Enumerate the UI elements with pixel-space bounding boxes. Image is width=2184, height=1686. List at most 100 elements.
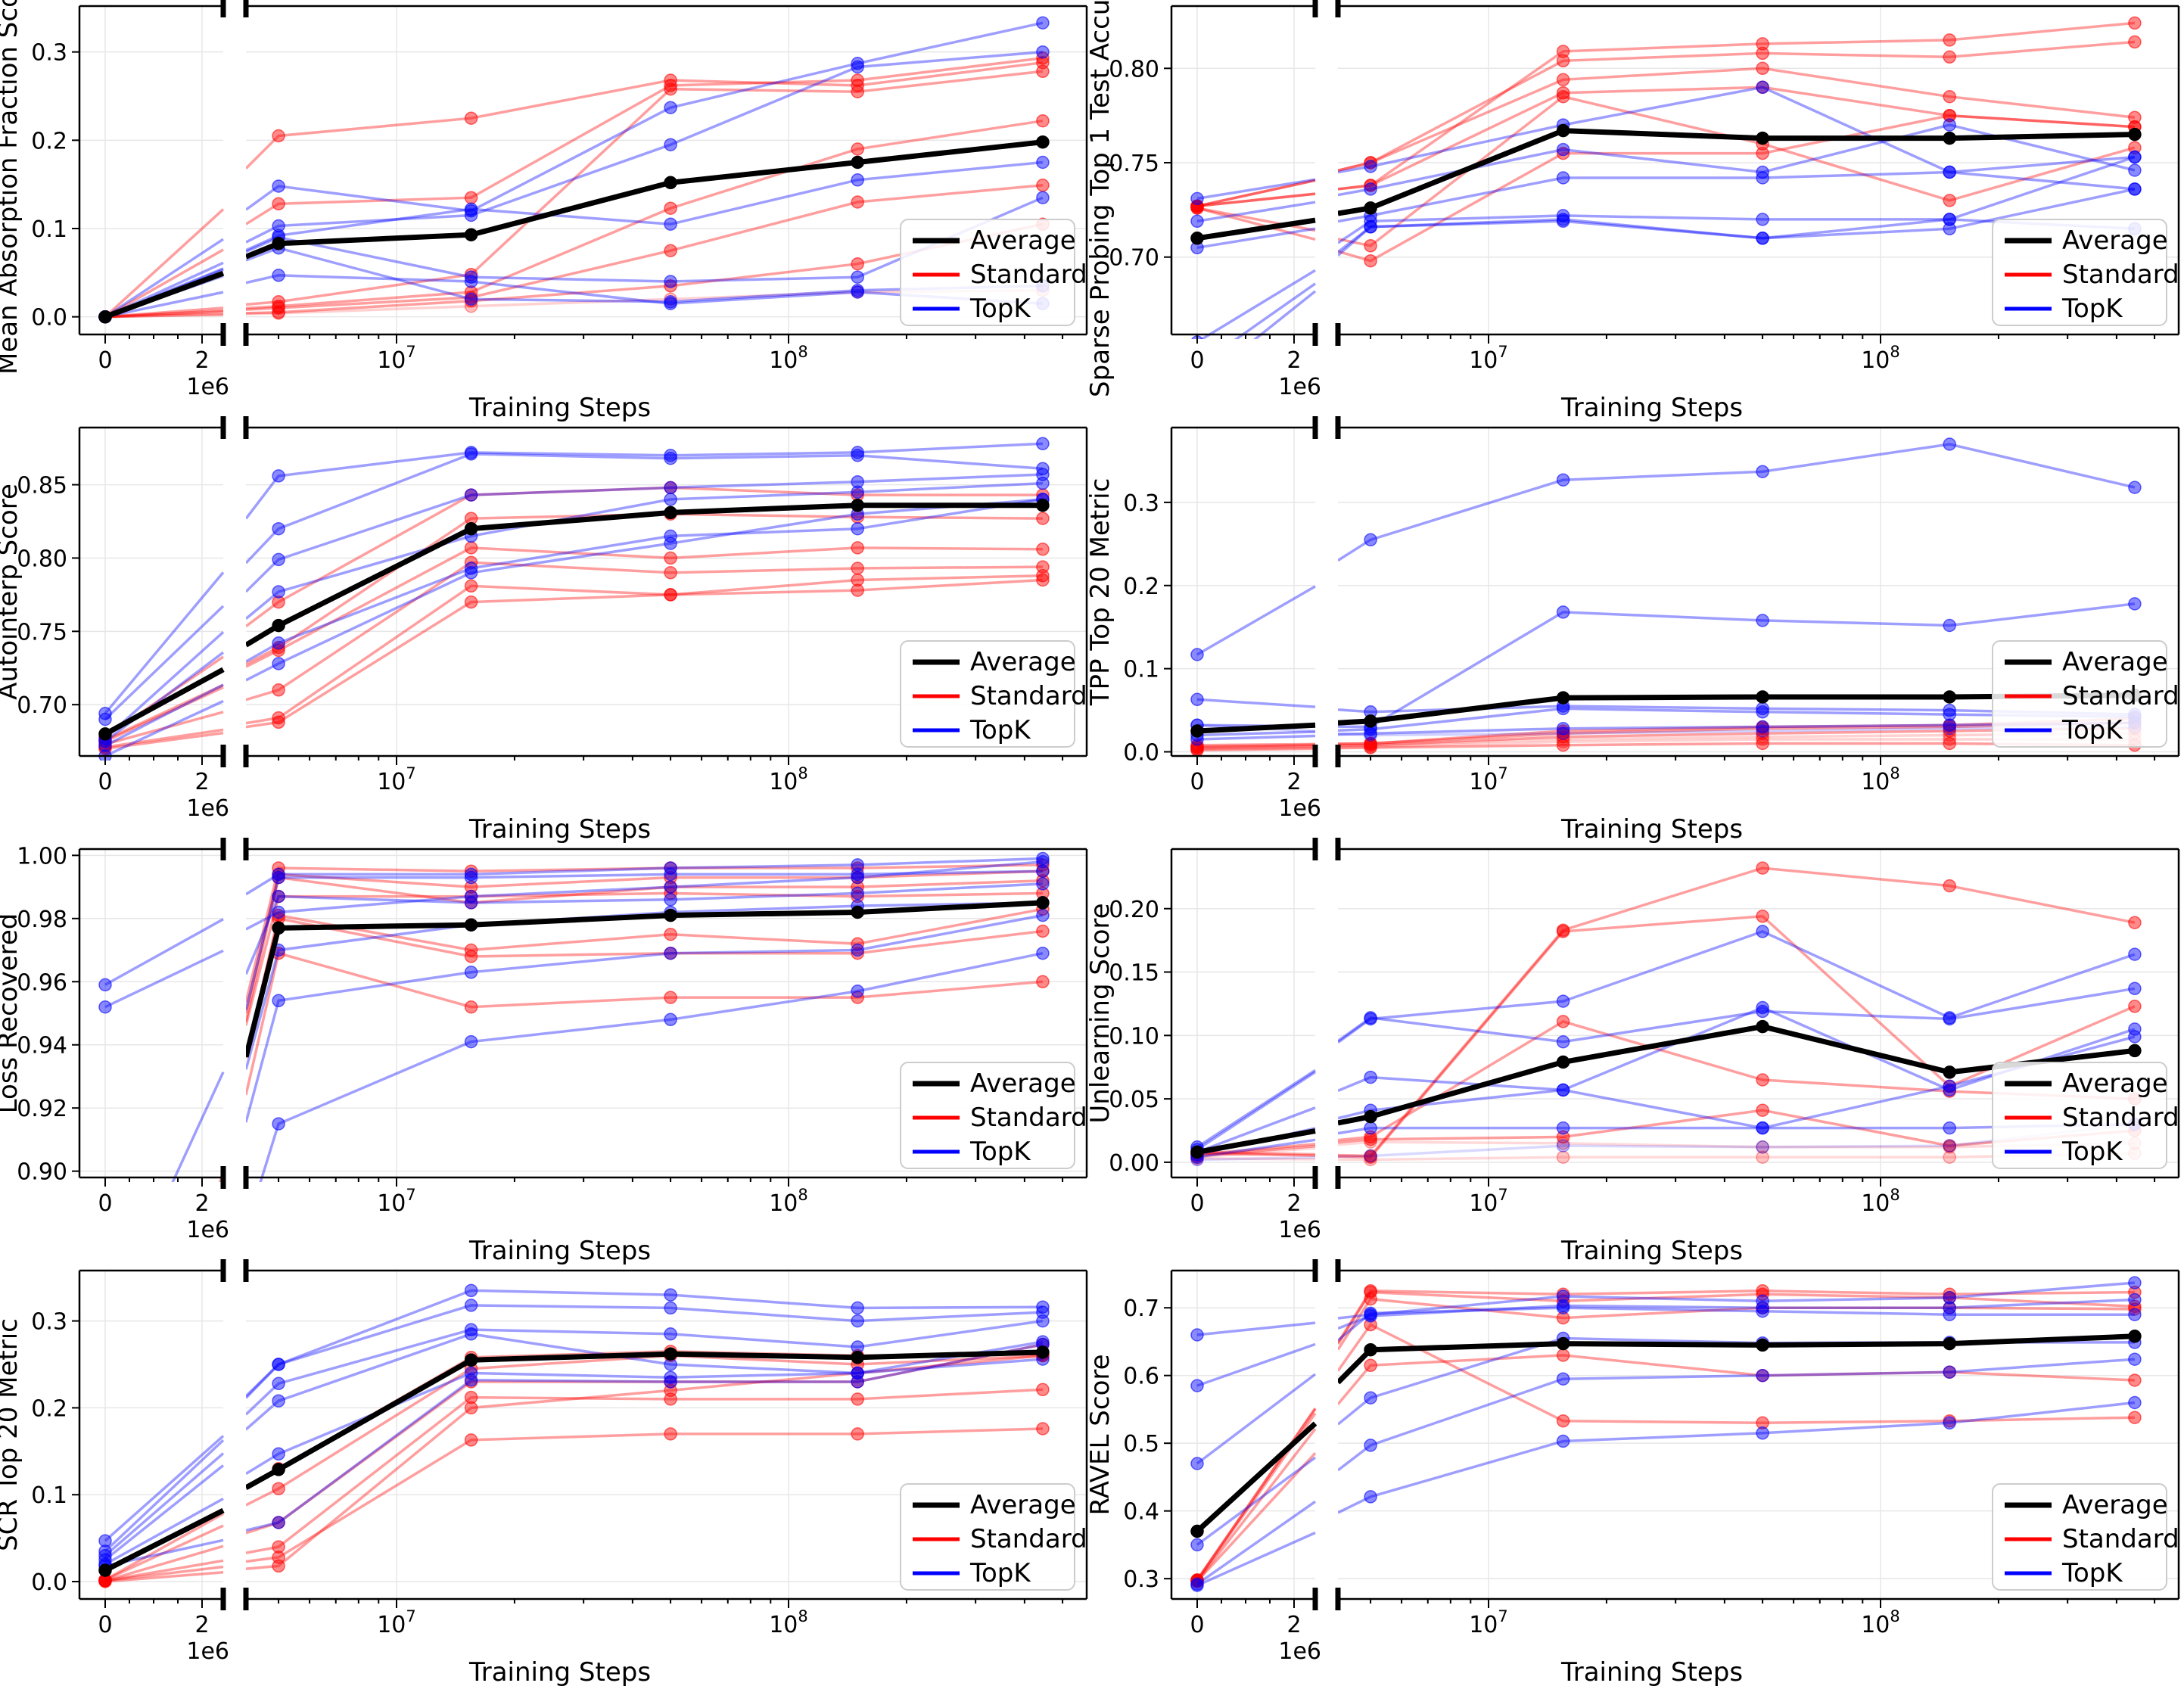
svg-text:2: 2	[1286, 347, 1301, 374]
svg-text:108: 108	[1861, 1607, 1900, 1638]
axis-ticks	[72, 51, 1064, 344]
svg-text:107: 107	[1469, 1186, 1508, 1217]
standard-series	[1190, 1284, 2142, 1588]
svg-text:0.3: 0.3	[1123, 490, 1159, 517]
svg-text:0.1: 0.1	[31, 216, 67, 243]
svg-text:107: 107	[377, 1186, 416, 1217]
svg-text:Average: Average	[970, 226, 1076, 256]
y-axis-label: TPP Top 20 Metric	[1085, 478, 1115, 707]
svg-text:Standard: Standard	[2062, 1103, 2179, 1133]
axis-break-marks	[220, 416, 249, 767]
svg-text:Average: Average	[2062, 647, 2168, 677]
svg-text:0.5: 0.5	[1123, 1431, 1159, 1457]
svg-text:107: 107	[377, 1607, 416, 1638]
x-axis-label: Training Steps	[468, 393, 651, 423]
axis-break-marks	[220, 1259, 249, 1610]
svg-text:0.70: 0.70	[17, 692, 67, 719]
svg-text:0: 0	[98, 1190, 112, 1217]
svg-text:2: 2	[194, 769, 209, 795]
svg-text:TopK: TopK	[969, 294, 1031, 324]
average-series	[1190, 1330, 2142, 1538]
axes-spines	[78, 426, 1088, 757]
svg-text:0.3: 0.3	[1123, 1566, 1159, 1593]
standard-series	[1190, 861, 2142, 1167]
svg-text:0.0: 0.0	[31, 1569, 67, 1596]
y-axis-label: RAVEL Score	[1085, 1354, 1115, 1515]
svg-text:TopK: TopK	[2061, 1137, 2123, 1167]
axis-ticks	[72, 484, 1064, 765]
axes-spines	[1170, 1269, 2180, 1600]
svg-text:0.90: 0.90	[17, 1159, 67, 1186]
legend: Average Standard TopK	[900, 1483, 1087, 1591]
chart-mean-absorption-fraction-score: 0.0 0.1 0.2 0.3 0 2 1e6 107 108 Training Steps Mea…	[0, 0, 1092, 423]
svg-text:0.0: 0.0	[1123, 740, 1159, 767]
y-axis-label: Loss Recovered	[0, 913, 23, 1114]
svg-text:108: 108	[769, 343, 808, 374]
svg-text:Average: Average	[2062, 1069, 2168, 1099]
axis-ticks	[72, 854, 1064, 1187]
y-axis-label: Sparse Probing Top 1 Test Accuracy	[1085, 0, 1115, 397]
svg-text:0.1: 0.1	[1123, 657, 1159, 683]
svg-text:0.94: 0.94	[17, 1033, 67, 1059]
svg-text:Standard: Standard	[970, 260, 1087, 290]
svg-text:0.7: 0.7	[1123, 1296, 1159, 1322]
legend: Average Standard TopK	[1992, 640, 2179, 748]
svg-text:Standard: Standard	[2062, 681, 2179, 711]
axis-break-marks	[1312, 416, 1341, 767]
svg-text:0.4: 0.4	[1123, 1499, 1159, 1526]
average-series	[246, 896, 1050, 1058]
svg-text:0.10: 0.10	[1109, 1023, 1159, 1050]
axis-offset-label: 1e6	[186, 374, 229, 400]
svg-text:0.1: 0.1	[31, 1482, 67, 1509]
y-axis-label: Autointerp Score	[0, 484, 23, 700]
svg-text:0: 0	[1190, 769, 1204, 795]
chart-autointerp-score: 0.70 0.75 0.80 0.85 0 2 1e6 107 108 Training Step…	[0, 416, 1092, 845]
x-axis-label: Training Steps	[1560, 393, 1743, 423]
svg-text:0: 0	[1190, 1190, 1204, 1217]
y-axis-label: Unlearning Score	[1085, 903, 1115, 1123]
x-axis-label: Training Steps	[468, 1236, 651, 1266]
svg-text:0.3: 0.3	[31, 1309, 67, 1336]
svg-text:0.0: 0.0	[31, 305, 67, 331]
svg-text:108: 108	[1861, 764, 1900, 795]
axis-ticks	[1164, 67, 2156, 344]
chart-loss-recovered: 0.90 0.92 0.94 0.96 0.98 1.00 0 2 1e6 107 108 Train…	[0, 838, 1092, 1266]
average-series	[98, 1345, 1050, 1577]
axis-ticks	[1164, 907, 2156, 1187]
chart-sparse-probing-top1-test-accuracy: 0.70 0.75 0.80 0 2 1e6 107 108 Training Steps Spa…	[1085, 0, 2184, 423]
axis-offset-label: 1e6	[1278, 1217, 1321, 1243]
axes-spines	[1170, 426, 2180, 757]
axis-ticks	[72, 1320, 1064, 1608]
standard-series	[1190, 711, 2142, 757]
x-axis-label: Training Steps	[1560, 814, 1743, 845]
svg-text:TopK: TopK	[2061, 1558, 2123, 1588]
legend: Average Standard TopK	[900, 1062, 1087, 1169]
svg-text:0.3: 0.3	[31, 40, 67, 67]
average-series	[1190, 123, 2142, 245]
svg-text:2: 2	[194, 1190, 209, 1217]
svg-text:TopK: TopK	[969, 715, 1031, 745]
svg-text:TopK: TopK	[969, 1137, 1031, 1167]
svg-text:0.80: 0.80	[17, 546, 67, 572]
chart-unlearning-score: 0.00 0.05 0.10 0.15 0.20 0 2 1e6 107 108 Training …	[1085, 838, 2184, 1266]
svg-text:0.92: 0.92	[17, 1096, 67, 1122]
svg-text:0: 0	[98, 1612, 112, 1638]
topk-series	[1190, 80, 2142, 339]
svg-text:107: 107	[1469, 764, 1508, 795]
svg-text:0.6: 0.6	[1123, 1364, 1159, 1390]
svg-text:TopK: TopK	[2061, 715, 2123, 745]
svg-text:0.75: 0.75	[17, 619, 67, 645]
legend: Average Standard TopK	[900, 640, 1087, 748]
chart-scr-top-20-metric: 0.0 0.1 0.2 0.3 0 2 1e6 107 108 Training Steps SCR…	[0, 1259, 1092, 1686]
svg-text:0: 0	[1190, 1612, 1204, 1638]
